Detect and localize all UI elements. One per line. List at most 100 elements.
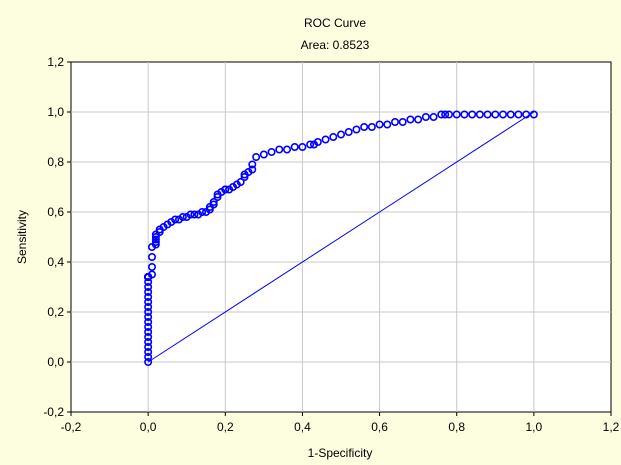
roc-point [360,123,369,132]
roc-point [209,198,218,207]
roc-point [221,185,230,194]
roc-point [144,342,153,351]
x-tick-label: 1,0 [526,420,543,434]
roc-point [144,277,153,286]
roc-point [186,210,195,219]
roc-point [236,178,245,187]
y-tick-label: 1,0 [47,105,64,119]
roc-point [178,213,187,222]
roc-point [209,200,218,209]
roc-point [198,208,207,217]
x-tick-label: 1,2 [603,420,620,434]
roc-point [421,113,430,122]
roc-point [190,210,199,219]
roc-point [498,110,507,119]
roc-point [414,115,423,124]
roc-point [151,240,160,249]
x-tick-label: 0,8 [448,420,465,434]
roc-point [321,135,330,144]
roc-point [313,138,322,147]
roc-point [452,110,461,119]
roc-point [248,160,257,169]
roc-point [390,118,399,127]
chart-title: ROC Curve [304,16,366,30]
roc-point [406,115,415,124]
roc-point [259,150,268,159]
roc-point [514,110,523,119]
roc-point [144,297,153,306]
x-tick-label: 0,6 [371,420,388,434]
roc-point [429,113,438,122]
series-layer [144,110,538,366]
roc-point [275,145,284,154]
roc-point [144,317,153,326]
roc-point [475,110,484,119]
roc-point [144,337,153,346]
y-axis-label: Sensitivity [15,210,29,264]
roc-point [344,128,353,137]
roc-point [248,165,257,174]
roc-point [148,262,157,271]
roc-point [282,145,291,154]
roc-point [252,153,261,162]
roc-point [205,205,214,214]
reference-line [147,111,535,363]
roc-point [441,110,450,119]
y-tick-label: 1,2 [47,55,64,69]
roc-point [148,253,157,262]
x-tick-label: 0,0 [140,420,157,434]
roc-point [460,110,469,119]
roc-point [151,233,160,242]
y-tick-label: 0,4 [47,255,64,269]
y-tick-label: 0,6 [47,205,64,219]
roc-point [151,235,160,244]
roc-point [468,110,477,119]
roc-point [144,307,153,316]
roc-point [151,238,160,247]
x-axis-label: 1-Specificity [308,446,373,460]
chart-subtitle: Area: 0.8523 [301,38,370,52]
roc-point [155,228,164,237]
roc-point [144,352,153,361]
roc-point [144,347,153,356]
axis-ticks: -0,2 0,0 0,2 0,4 0,6 0,8 1,0 1,2 -0,2 0,0 0,2 0,4 0,… [43,55,619,434]
roc-point [375,120,384,129]
roc-point [144,322,153,331]
x-tick-label: -0,2 [61,420,82,434]
roc-point [437,110,446,119]
y-tick-label: 0,8 [47,155,64,169]
roc-point [329,133,338,142]
y-tick-label: 0,2 [47,305,64,319]
roc-point [144,287,153,296]
roc-point [483,110,492,119]
roc-point [144,292,153,301]
roc-point [290,143,299,152]
roc-point [336,130,345,139]
x-tick-label: 0,4 [294,420,311,434]
roc-point [506,110,515,119]
roc-point [383,120,392,129]
roc-point [267,148,276,157]
roc-point [306,140,315,149]
roc-point [298,143,307,152]
roc-point [144,312,153,321]
roc-point [367,123,376,132]
y-tick-label: 0,0 [47,355,64,369]
roc-point [144,357,153,366]
x-tick-label: 0,2 [217,420,234,434]
roc-point [171,215,180,224]
roc-point [240,173,249,182]
roc-point [398,118,407,127]
roc-point [144,332,153,341]
roc-point [148,270,157,279]
roc-point [213,193,222,202]
roc-point [352,125,361,134]
roc-point [144,282,153,291]
roc-point [444,110,453,119]
roc-point [144,327,153,336]
y-tick-label: -0,2 [43,405,64,419]
roc-point [491,110,500,119]
roc-point [144,302,153,311]
